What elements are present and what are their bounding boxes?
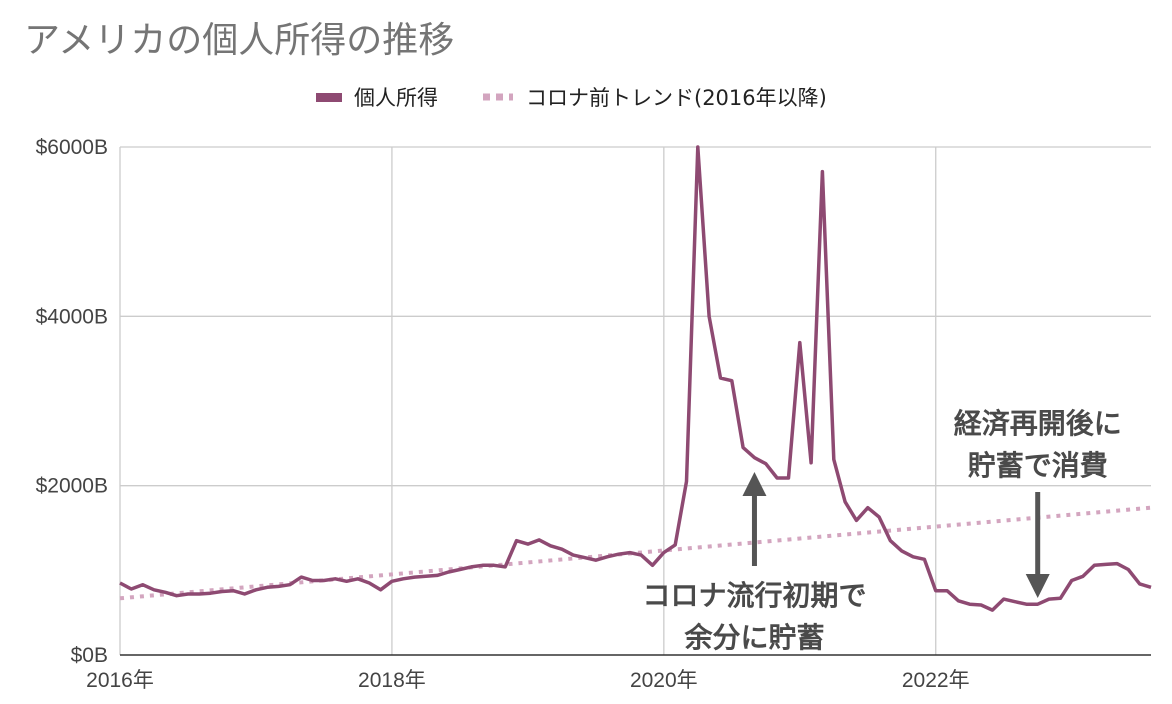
annotation-arrowhead-down	[1025, 574, 1050, 598]
x-tick-label: 2022年	[902, 669, 970, 692]
legend: 個人所得 コロナ前トレンド(2016年以降)	[316, 86, 827, 110]
annotation-text: 経済再開後に	[954, 407, 1122, 440]
x-tick-label: 2020年	[630, 669, 698, 692]
annotation-text: 貯蓄で消費	[968, 449, 1108, 482]
y-tick-label: $2000B	[36, 475, 108, 498]
y-gridlines	[120, 146, 1151, 487]
series-line-income	[119, 145, 1152, 612]
x-gridlines	[119, 147, 937, 655]
legend-entry-income: 個人所得	[316, 86, 438, 110]
chart-title: アメリカの個人所得の推移	[24, 20, 454, 61]
x-tick-label: 2018年	[358, 669, 426, 692]
y-tick-label: $4000B	[36, 305, 108, 328]
y-tick-label: $6000B	[36, 136, 108, 159]
y-tick-label: $0B	[71, 644, 108, 667]
annotation-text: 余分に貯蓄	[683, 621, 824, 654]
x-tick-label: 2016年	[86, 669, 154, 692]
annotation-arrowhead-up	[742, 472, 767, 496]
y-tick-labels: $0B $2000B $4000B $6000B	[36, 136, 108, 667]
annotation-text: コロナ流行初期で	[642, 579, 866, 612]
legend-entry-trend: コロナ前トレンド(2016年以降)	[483, 86, 827, 110]
legend-label-income: 個人所得	[354, 86, 438, 110]
legend-swatch-income	[316, 93, 342, 102]
legend-label-trend: コロナ前トレンド(2016年以降)	[526, 86, 827, 110]
x-tick-labels: 2016年 2018年 2020年 2022年	[86, 669, 969, 692]
